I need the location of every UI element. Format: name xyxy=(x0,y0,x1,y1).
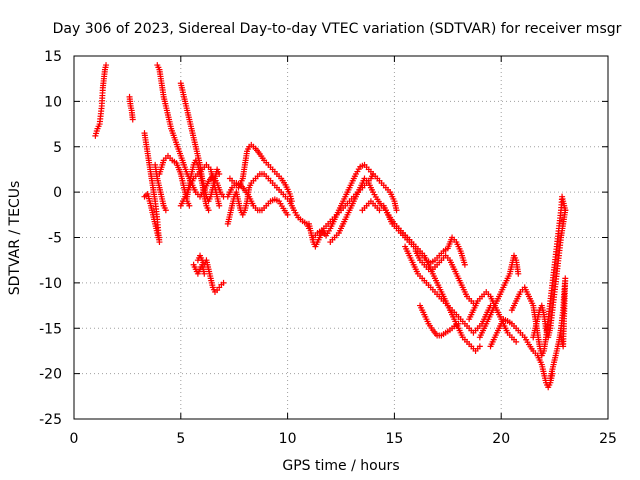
series-arc-25 xyxy=(466,288,520,345)
grid xyxy=(74,56,608,419)
series-arc-21 xyxy=(391,220,483,354)
series-arc-9 xyxy=(177,80,223,205)
data-point xyxy=(562,207,569,214)
data-point xyxy=(558,334,565,341)
y-tick-label: -25 xyxy=(39,412,62,428)
data-point xyxy=(476,343,483,350)
x-axis-label: GPS time / hours xyxy=(282,458,399,474)
series-arc-10 xyxy=(184,157,212,214)
series-arc-12 xyxy=(190,261,208,277)
data-point xyxy=(186,202,193,209)
y-tick-label: 15 xyxy=(44,49,62,65)
series-arc-24 xyxy=(417,302,462,339)
x-tick-label: 5 xyxy=(176,431,185,447)
series-arc-4 xyxy=(141,190,162,241)
data-point xyxy=(216,170,223,177)
series-arc-14 xyxy=(226,141,295,205)
x-tick-label: 20 xyxy=(492,431,510,447)
series-arc-1 xyxy=(92,62,110,139)
y-tick-label: -5 xyxy=(48,231,62,247)
y-axis-label: SDTVAR / TECUs xyxy=(7,181,23,296)
data-point xyxy=(155,234,162,241)
plot-frame xyxy=(73,55,609,420)
data-point xyxy=(162,207,169,214)
axis-ticks: 0 5 10 15 20 25 -25 -20 -15 -10 -5 0 5 10 15 xyxy=(39,49,617,447)
data-point xyxy=(220,279,227,286)
series-arc-13 xyxy=(224,170,312,232)
series-arc-5 xyxy=(152,161,169,214)
series-arc-2 xyxy=(126,93,136,123)
data-point xyxy=(103,62,110,69)
series-arc-22 xyxy=(402,243,494,336)
data-points xyxy=(92,62,569,391)
data-point xyxy=(284,211,291,218)
series-arc-19 xyxy=(359,198,383,214)
y-tick-label: -10 xyxy=(39,276,62,292)
series-arc-23 xyxy=(412,248,479,309)
series-arc-3 xyxy=(141,130,163,246)
data-point xyxy=(513,338,520,345)
y-tick-label: 10 xyxy=(44,94,62,110)
data-point xyxy=(376,207,383,214)
y-tick-label: 5 xyxy=(53,140,62,156)
data-point xyxy=(129,116,136,123)
series-arc-30 xyxy=(547,275,569,382)
x-tick-label: 25 xyxy=(599,431,617,447)
x-tick-label: 10 xyxy=(279,431,297,447)
data-point xyxy=(393,207,400,214)
data-point xyxy=(156,239,163,246)
series-arc-17 xyxy=(310,161,400,241)
data-point xyxy=(455,320,462,327)
data-point xyxy=(205,207,212,214)
data-point xyxy=(288,198,295,205)
data-point xyxy=(461,261,468,268)
y-tick-label: -20 xyxy=(39,367,62,383)
series-arc-29 xyxy=(530,207,569,341)
y-tick-label: -15 xyxy=(39,321,62,337)
data-point xyxy=(201,270,208,277)
x-tick-label: 0 xyxy=(70,431,79,447)
series-arc-15 xyxy=(224,180,291,218)
x-tick-label: 15 xyxy=(385,431,403,447)
data-point xyxy=(216,202,223,209)
data-point xyxy=(515,270,522,277)
y-tick-label: 0 xyxy=(53,185,62,201)
chart-title: Day 306 of 2023, Sidereal Day-to-day VTE… xyxy=(53,21,622,37)
series-arc-26 xyxy=(476,252,522,341)
